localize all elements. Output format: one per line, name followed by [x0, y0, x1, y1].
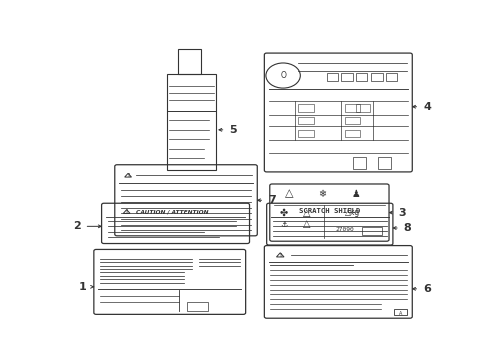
- Text: 8: 8: [404, 223, 412, 233]
- Text: ⚓: ⚓: [280, 220, 287, 229]
- Text: 3: 3: [398, 208, 406, 217]
- Text: ♟: ♟: [351, 189, 360, 199]
- Bar: [298, 104, 314, 112]
- Bar: [371, 73, 383, 81]
- Bar: [298, 117, 314, 124]
- Text: CAUTION / ATTENTION: CAUTION / ATTENTION: [136, 209, 209, 214]
- Bar: [345, 130, 360, 137]
- Bar: [394, 309, 407, 315]
- Bar: [356, 104, 369, 112]
- Bar: [327, 73, 338, 81]
- Text: O: O: [280, 71, 286, 80]
- Text: 6: 6: [423, 284, 431, 294]
- Text: !: !: [125, 209, 128, 214]
- Text: 2: 2: [73, 221, 81, 231]
- Text: 1: 1: [79, 282, 87, 292]
- Text: SCRATCH SHIELD: SCRATCH SHIELD: [299, 208, 361, 215]
- Bar: [298, 130, 314, 137]
- Text: 27090: 27090: [335, 228, 354, 232]
- Bar: [345, 104, 360, 112]
- Text: 7: 7: [268, 195, 276, 205]
- Bar: [341, 73, 353, 81]
- Text: △: △: [303, 208, 310, 217]
- Text: ❄: ❄: [318, 189, 326, 199]
- Text: △: △: [285, 189, 294, 199]
- Bar: [353, 157, 366, 168]
- Bar: [187, 302, 208, 311]
- Bar: [356, 73, 367, 81]
- Text: △kg: △kg: [345, 208, 360, 217]
- Text: A: A: [399, 311, 402, 316]
- Bar: [177, 49, 201, 74]
- Text: 4: 4: [423, 102, 431, 112]
- Text: !: !: [279, 252, 281, 257]
- Bar: [386, 73, 397, 81]
- Bar: [362, 226, 382, 235]
- Text: 5: 5: [229, 125, 237, 135]
- Bar: [167, 74, 216, 170]
- Text: !: !: [127, 173, 129, 178]
- Text: △: △: [303, 220, 310, 229]
- Bar: [345, 117, 360, 124]
- Bar: [378, 157, 392, 168]
- Text: ✤: ✤: [279, 208, 288, 217]
